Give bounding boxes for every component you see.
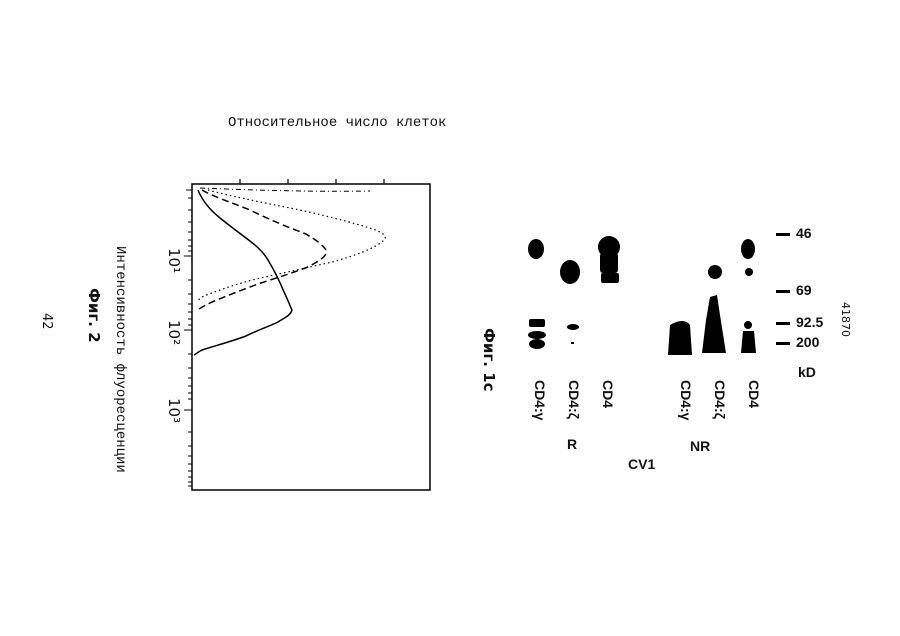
mw-label-69: 69 xyxy=(796,282,812,298)
fig2-caption: Фиг. 2 xyxy=(85,288,103,343)
fig2-ylabel: Относительное число клеток xyxy=(228,115,446,131)
lane-label-5: CD4:ζ xyxy=(712,380,728,419)
tick-label-1: 10¹ xyxy=(165,248,183,273)
mw-label-92: 92.5 xyxy=(796,314,823,330)
lane-label-2: CD4:ζ xyxy=(566,380,582,419)
mw-label-200: 200 xyxy=(796,334,819,350)
band xyxy=(741,239,755,259)
mw-tick-200 xyxy=(776,342,790,345)
group-label-r: R xyxy=(567,436,577,452)
band xyxy=(600,253,618,273)
fig2-xlabel: Интенсивность флуоресценции xyxy=(112,246,128,473)
fig2-histogram xyxy=(150,170,450,500)
band xyxy=(528,239,544,259)
mw-unit: kD xyxy=(798,364,816,380)
doc-number: 41870 xyxy=(839,302,852,337)
mw-label-46: 46 xyxy=(796,225,812,241)
band xyxy=(741,331,756,353)
lane-label-3: CD4 xyxy=(600,380,616,408)
tick-label-2: 10² xyxy=(165,320,183,345)
left-ticks xyxy=(184,190,192,486)
mw-tick-92 xyxy=(776,322,790,325)
gel-bands xyxy=(520,225,770,365)
group-label-nr: NR xyxy=(690,438,710,454)
page-number: 42 xyxy=(39,313,54,330)
mw-tick-69 xyxy=(776,290,790,293)
cell-line-label: CV1 xyxy=(628,456,655,472)
curve-dotted xyxy=(198,190,385,302)
band xyxy=(668,321,692,355)
plot-frame xyxy=(192,184,430,490)
band xyxy=(601,273,619,283)
curve-dashdot xyxy=(200,188,370,191)
band xyxy=(529,339,545,349)
mw-tick-46 xyxy=(776,233,790,236)
band xyxy=(567,324,579,330)
band xyxy=(744,321,752,329)
band xyxy=(528,331,546,339)
lane-label-6: CD4 xyxy=(746,380,762,408)
lane-label-1: CD4:γ xyxy=(532,380,548,420)
band xyxy=(571,342,574,344)
lane-label-4: CD4:γ xyxy=(678,380,694,420)
curve-solid xyxy=(194,190,292,355)
band xyxy=(529,319,545,327)
band xyxy=(702,295,726,353)
tick-label-3: 10³ xyxy=(165,398,183,423)
band xyxy=(708,265,722,279)
band xyxy=(560,260,580,284)
band xyxy=(745,268,753,276)
fig1c-caption: Фиг. 1c xyxy=(480,328,498,391)
curve-dashed xyxy=(198,190,326,310)
